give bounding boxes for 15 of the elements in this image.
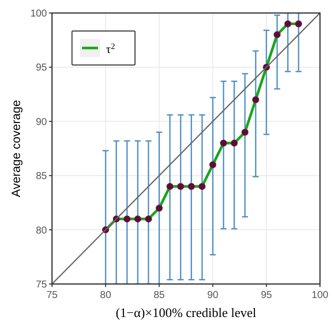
x-tick-label: 95	[260, 290, 272, 301]
y-tick-label: 100	[30, 8, 48, 20]
x-tick-label: 100	[312, 290, 329, 301]
y-tick-label: 75	[36, 280, 48, 290]
y-tick-label: 85	[36, 171, 48, 182]
x-tick-label: 80	[100, 290, 112, 301]
y-tick-label: 95	[36, 62, 48, 74]
x-tick-label: 85	[154, 290, 166, 301]
x-tick-label: 75	[46, 290, 58, 301]
x-tick-label: 90	[207, 290, 219, 301]
y-tick-label: 90	[36, 116, 48, 128]
y-tick-label: 80	[36, 225, 48, 236]
y-axis-title: Average coverage	[9, 100, 23, 198]
x-axis-title: (1−α)×100% credible level	[116, 305, 257, 320]
legend-label: τ$^{2}$	[106, 42, 116, 56]
